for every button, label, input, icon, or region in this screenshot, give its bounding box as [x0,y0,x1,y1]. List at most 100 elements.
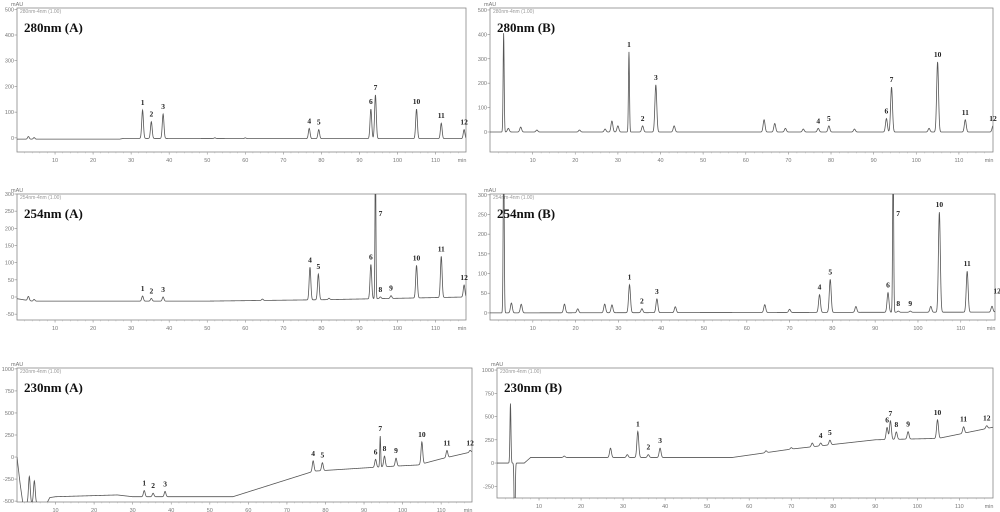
y-tick-label: 1000 [482,368,494,374]
detector-header: 254nm-4nm (1.00) [493,195,534,201]
x-tick-label: 40 [657,158,663,164]
x-tick-label: 110 [955,158,964,164]
peak-label: 6 [885,415,889,424]
peak-label: 6 [374,447,378,456]
peak-label: 10 [934,50,942,59]
chromatogram-trace [17,436,472,502]
peak-label: 3 [161,285,165,294]
panel-title: 254nm (A) [24,206,83,221]
x-tick-label: 60 [242,326,248,332]
y-tick-label: 0 [484,311,487,317]
x-tick-label: 80 [829,326,835,332]
x-tick-label: 100 [913,326,922,332]
x-tick-label: 90 [356,158,362,164]
detector-header: 230nm-4nm (1.00) [500,369,541,375]
x-tick-label: 90 [872,326,878,332]
y-tick-label: -250 [3,477,14,483]
x-axis-unit: min [458,326,467,332]
x-tick-label: 60 [744,326,750,332]
y-tick-label: 50 [481,291,487,297]
panel-title: 280nm (A) [24,20,83,35]
y-axis-unit: mAU [484,188,496,194]
peak-label: 12 [989,114,997,123]
peak-label: 8 [383,444,387,453]
y-tick-label: 250 [478,212,487,218]
x-tick-label: 20 [578,504,584,510]
panel-title: 230nm (A) [24,380,83,395]
x-tick-label: 20 [90,326,96,332]
peak-label: 9 [394,446,398,455]
peak-label: 5 [317,118,321,127]
x-tick-label: 50 [701,326,707,332]
x-tick-label: 30 [128,158,134,164]
y-tick-label: 500 [5,411,14,417]
peak-label: 8 [896,299,900,308]
peak-label: 1 [636,419,640,428]
peak-label: 1 [627,40,631,49]
peak-label: 7 [890,75,894,84]
y-tick-label: 300 [5,192,14,198]
y-tick-label: 500 [5,7,14,13]
x-tick-label: 10 [530,326,536,332]
y-axis-unit: mAU [484,2,496,8]
y-tick-label: 100 [5,261,14,267]
y-tick-label: 200 [5,84,14,90]
chromatogram-trace [17,94,466,140]
x-tick-label: 90 [361,508,367,512]
y-axis-unit: mAU [11,2,23,8]
x-tick-label: 80 [318,326,324,332]
peak-label: 3 [163,479,167,488]
y-axis-unit: mAU [11,188,23,194]
panel-title: 230nm (B) [504,380,562,395]
peak-label: 12 [466,438,474,447]
x-axis-unit: min [458,158,467,164]
plot-frame [16,367,473,503]
plot-frame [16,193,467,321]
chromatogram-trace [490,33,993,133]
y-tick-label: 300 [478,193,487,199]
peak-label: 11 [438,111,445,120]
peak-label: 11 [962,108,969,117]
peak-label: 12 [983,414,991,423]
peak-label: 8 [379,285,383,294]
x-tick-label: 10 [52,508,58,512]
y-tick-label: 750 [5,389,14,395]
panel-title: 254nm (B) [497,206,555,221]
peak-label: 1 [628,273,632,282]
x-tick-label: 30 [128,326,134,332]
y-tick-label: 500 [485,415,494,421]
y-tick-label: 50 [8,278,14,284]
x-tick-label: 10 [530,158,536,164]
y-tick-label: 100 [5,110,14,116]
x-tick-label: 110 [431,158,440,164]
y-tick-label: 200 [478,232,487,238]
y-tick-label: -250 [483,484,494,490]
x-tick-label: 70 [787,326,793,332]
detector-header: 254nm-4nm (1.00) [20,195,61,201]
x-tick-label: 30 [130,508,136,512]
peak-label: 7 [374,83,378,92]
plot-frame [496,367,994,499]
x-tick-label: 90 [872,504,878,510]
peak-label: 2 [641,114,645,123]
y-tick-label: 100 [478,272,487,278]
y-tick-label: 400 [478,32,487,38]
plot-frame [489,7,994,153]
x-tick-label: 70 [788,504,794,510]
y-tick-label: 250 [5,209,14,215]
x-tick-label: 70 [280,326,286,332]
x-tick-label: 110 [431,326,440,332]
x-tick-label: 20 [573,326,579,332]
x-tick-label: 100 [913,504,922,510]
x-tick-label: 80 [318,158,324,164]
peak-label: 3 [161,102,165,111]
peak-label: 3 [655,287,659,296]
peak-label: 5 [828,267,832,276]
y-tick-label: 400 [5,33,14,39]
x-tick-label: 80 [830,504,836,510]
y-tick-label: 150 [5,243,14,249]
peak-label: 3 [654,73,658,82]
